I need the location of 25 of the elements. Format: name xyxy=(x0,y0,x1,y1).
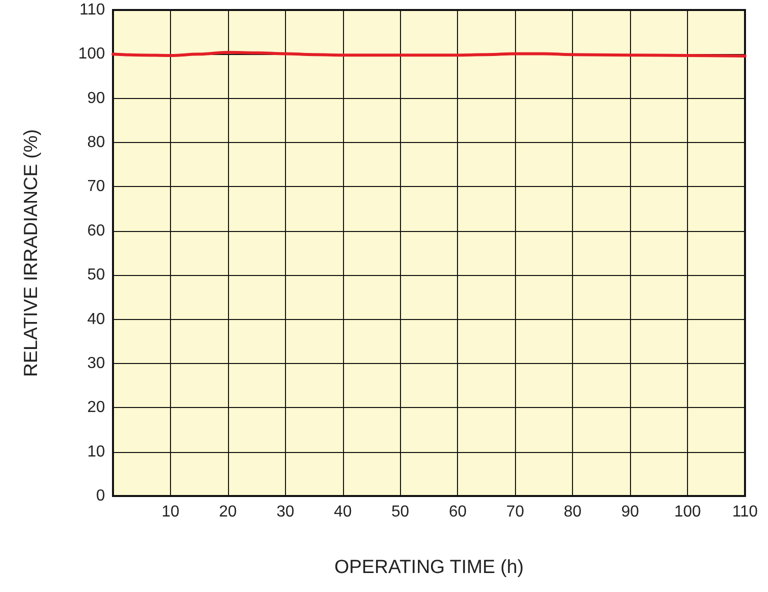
y-tick-label: 110 xyxy=(79,2,106,18)
x-tick-label: 40 xyxy=(334,504,352,520)
y-tick-label: 30 xyxy=(87,354,106,372)
x-tick-label: 100 xyxy=(674,504,701,520)
y-tick-label: 0 xyxy=(96,488,106,504)
y-tick-label: 100 xyxy=(78,46,106,63)
x-tick-label: 70 xyxy=(506,504,524,520)
x-tick-label: 30 xyxy=(276,504,294,520)
x-tick-label: 10 xyxy=(162,504,180,520)
y-tick-label: 50 xyxy=(87,266,106,284)
y-tick-label: 20 xyxy=(87,399,106,416)
x-tick-label: 20 xyxy=(219,504,237,520)
x-axis-title: OPERATING TIME (h) xyxy=(334,557,524,578)
x-tick-label: 50 xyxy=(391,504,410,520)
y-tick-label: 70 xyxy=(87,178,106,196)
x-tick-label: 90 xyxy=(621,504,640,520)
y-tick-label: 80 xyxy=(87,134,106,152)
x-tick-label: 60 xyxy=(448,504,467,520)
x-tick-label: 110 xyxy=(732,504,758,520)
y-axis-title: RELATIVE IRRADIANCE (%) xyxy=(21,129,42,377)
y-tick-label: 40 xyxy=(87,310,106,328)
y-tick-label: 60 xyxy=(87,222,106,240)
y-tick-label: 10 xyxy=(87,443,106,460)
y-tick-label: 90 xyxy=(87,90,106,107)
x-tick-label: 80 xyxy=(564,504,582,520)
